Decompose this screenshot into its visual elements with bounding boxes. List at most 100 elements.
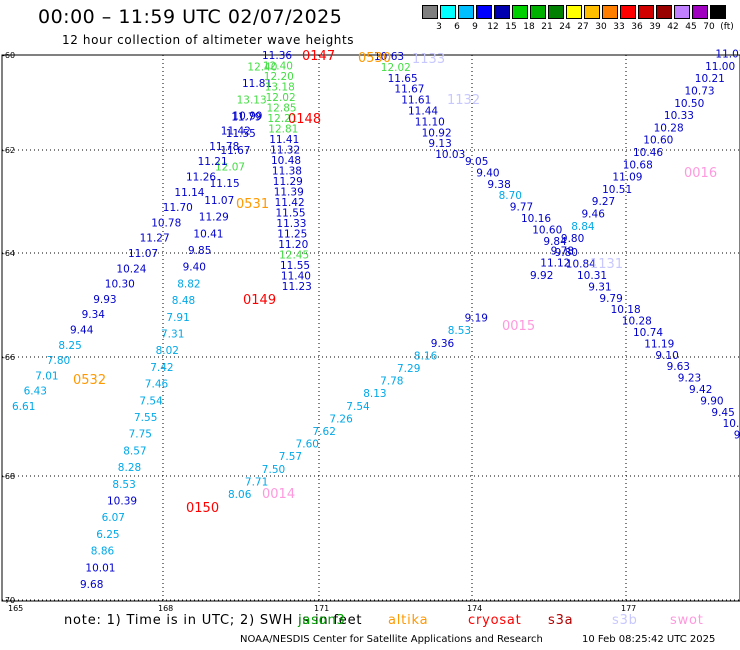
swh-value-label: 8.28: [118, 462, 141, 474]
swh-value-label: 9.80: [561, 233, 584, 245]
swh-value-label: 11.12: [540, 258, 570, 270]
pass-label: 0015: [502, 319, 535, 334]
swh-value-label: 12.40: [263, 61, 293, 73]
swh-value-label: 9.90: [700, 395, 723, 407]
altimeter-map[interactable]: 165 168 171 174 177-60-62-64-66-68-7010.6312…: [0, 0, 740, 612]
swh-value-label: 6.61: [12, 401, 35, 413]
swh-value-label: 11.15: [210, 178, 240, 190]
swh-value-label: 10.60: [643, 135, 673, 147]
swh-value-label: 11.67: [220, 145, 250, 157]
swh-value-label: 9.44: [70, 325, 94, 337]
lon-axis-label: 174: [467, 604, 482, 612]
swh-value-label: 10.99: [232, 110, 262, 122]
swh-value-label: 11.81: [242, 78, 272, 90]
color-scale-swatch: [692, 5, 708, 19]
swh-value-label: 10.41: [193, 228, 223, 240]
swh-value-label: 7.71: [245, 476, 268, 488]
color-scale-swatch: [530, 5, 546, 19]
swh-value-label: 10.21: [695, 73, 725, 85]
swh-value-label: 12.81: [268, 124, 298, 136]
swh-value-label: 11.33: [276, 218, 306, 230]
swh-value-label: 10.33: [664, 110, 694, 122]
swh-value-label: 7.75: [129, 429, 152, 441]
swh-value-label: 11.21: [198, 156, 228, 168]
swh-value-label: 9.42: [689, 384, 712, 396]
swh-value-label: 9.05: [465, 156, 488, 168]
color-scale-swatch: [548, 5, 564, 19]
swh-value-label: 8.53: [112, 479, 135, 491]
swh-value-label: 10.28: [654, 122, 684, 134]
swh-value-label: 7.50: [262, 464, 285, 476]
swh-value-label: 9.46: [582, 209, 606, 221]
color-scale-label: 70: [703, 22, 715, 32]
swh-value-label: 9.84: [543, 236, 567, 248]
color-scale-swatch: [458, 5, 474, 19]
swh-value-label: 8.82: [177, 278, 200, 290]
swh-value-label: 8.53: [448, 325, 471, 337]
swh-value-label: 9.36: [431, 338, 455, 350]
swh-value-label: 13.18: [265, 82, 295, 94]
color-scale-label: 9: [472, 22, 478, 32]
swh-value-label: 13.13: [237, 95, 267, 107]
swh-value-label: 7.57: [279, 451, 302, 463]
swh-value-label: 10.84: [566, 259, 596, 271]
swh-value-label: 10.28: [622, 316, 652, 328]
swh-value-label: 6.25: [96, 529, 119, 541]
swh-value-label: 11.44: [408, 106, 438, 118]
legend-satellite-cryosat: cryosat: [468, 613, 522, 628]
swh-value-label: 10.30: [105, 279, 135, 291]
lat-axis-label: -66: [2, 353, 15, 362]
swh-value-label: 11.38: [272, 166, 302, 178]
swh-value-label: 8.70: [499, 190, 522, 202]
swh-value-label: 10.74: [633, 327, 663, 339]
swh-value-label: 7.60: [296, 439, 319, 451]
swh-value-label: 9.13: [428, 138, 451, 150]
color-scale-swatch: [638, 5, 654, 19]
legend-satellite-s3b: s3b: [612, 613, 638, 628]
swh-value-label: 9.92: [530, 270, 553, 282]
swh-value-label: 10.46: [633, 147, 663, 159]
color-scale-label: 42: [667, 22, 679, 32]
swh-value-label: 12.45: [279, 250, 309, 262]
swh-value-label: 9.19: [465, 313, 488, 325]
swh-value-label: 9.45: [711, 407, 734, 419]
color-scale-swatch: [584, 5, 600, 19]
swh-value-label: 12.20: [264, 71, 294, 83]
swh-value-label: 10.19: [723, 418, 740, 430]
pass-label: 0014: [262, 487, 295, 502]
pass-label: 0149: [243, 293, 276, 308]
swh-value-label: 11.10: [415, 116, 445, 128]
swh-value-label: 11.55: [226, 128, 256, 140]
swh-value-label: 11.07: [204, 195, 234, 207]
swh-value-label: 7.26: [329, 413, 353, 425]
swh-value-label: 11.26: [186, 172, 216, 184]
color-scale-label: 36: [631, 22, 643, 32]
color-scale-swatch: [674, 5, 690, 19]
lat-axis-label: -64: [2, 249, 15, 258]
swh-value-label: 9.23: [678, 373, 701, 385]
swh-value-label: 10.39: [107, 496, 137, 508]
swh-value-label: 9.68: [80, 579, 103, 591]
pass-label: 0016: [684, 166, 717, 181]
pass-label: 1133: [412, 52, 445, 67]
swh-value-label: 11.29: [199, 212, 229, 224]
swh-value-label: 6.07: [102, 512, 125, 524]
swh-value-label: 10.92: [422, 127, 452, 139]
color-scale-swatch: [422, 5, 438, 19]
swh-value-label: 11.25: [277, 229, 307, 241]
swh-value-label: 11.39: [274, 187, 304, 199]
pass-label: 1132: [447, 93, 480, 108]
swh-value-label: 11.19: [644, 338, 674, 350]
swh-value-label: 11.40: [281, 271, 311, 283]
swh-value-label: 8.13: [363, 388, 386, 400]
swh-value-label: 11.27: [140, 233, 170, 245]
swh-value-label: 11.29: [273, 176, 303, 188]
swh-value-label: 11.14: [174, 187, 204, 199]
swh-value-label: 8.25: [58, 340, 81, 352]
pass-label: 0530: [358, 51, 391, 66]
swh-value-label: 11.65: [388, 73, 418, 85]
swh-value-label: 7.54: [139, 395, 163, 407]
swh-value-label: 10.18: [611, 304, 641, 316]
lon-axis-label: 165: [8, 604, 23, 612]
swh-value-label: 12.02: [381, 62, 411, 74]
